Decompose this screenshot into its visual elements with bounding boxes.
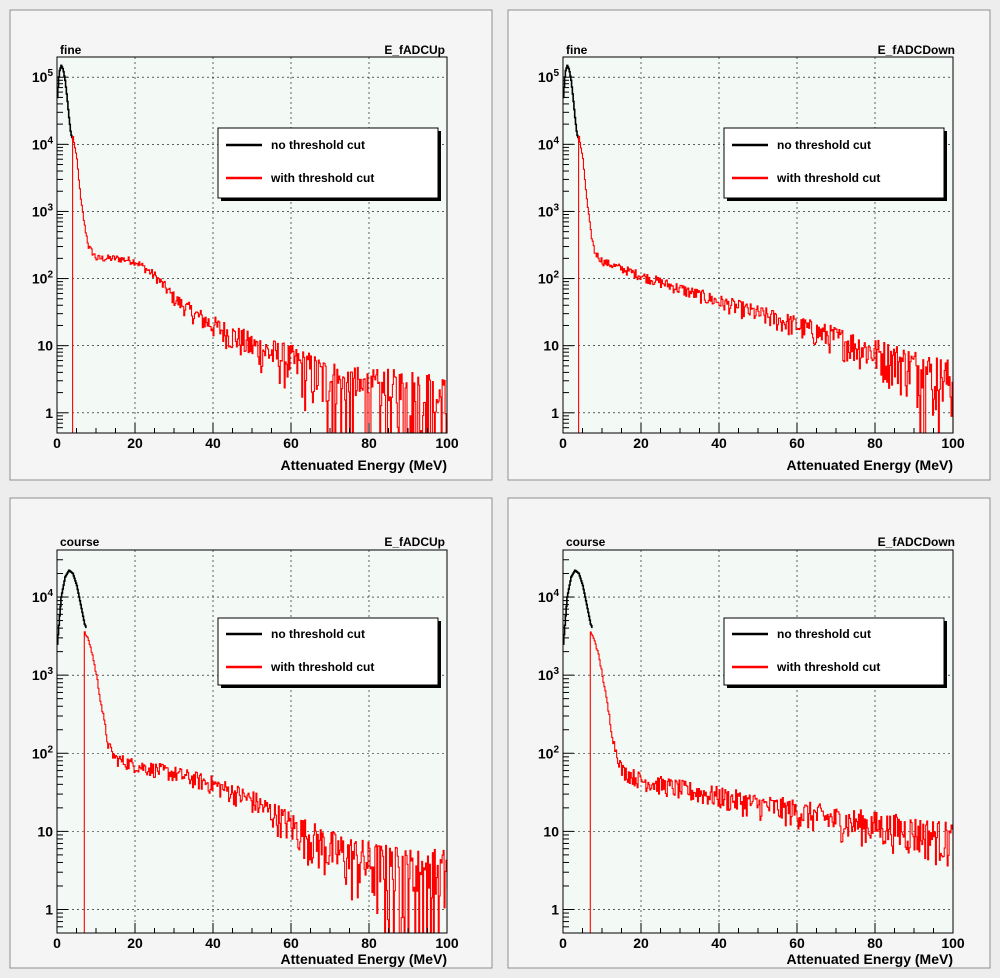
x-tick-label: 0 xyxy=(559,935,567,951)
x-axis-label: Attenuated Energy (MeV) xyxy=(281,951,447,967)
x-tick-label: 40 xyxy=(205,435,221,451)
y-tick-label: 103 xyxy=(32,202,54,219)
y-tick-label: 102 xyxy=(32,270,54,287)
x-tick-label: 20 xyxy=(127,935,143,951)
x-tick-label: 60 xyxy=(283,935,299,951)
y-tick-label: 105 xyxy=(538,68,560,85)
pad-title-right: E_fADCUp xyxy=(384,535,445,549)
y-tick-label: 10 xyxy=(543,338,559,354)
pad-title-right: E_fADCUp xyxy=(384,43,445,57)
legend-label-no-threshold-cut: no threshold cut xyxy=(777,138,871,152)
y-tick-label: 104 xyxy=(538,135,560,152)
pad-1: 0 20 40 60 80 100 1 10 102 103 104 105 fine E_fADCD… xyxy=(507,9,991,481)
axis-ticks: 0 20 40 60 80 100 1 10 102 103 104 xyxy=(32,549,459,951)
legend: no threshold cut with threshold cut xyxy=(217,127,441,201)
series-no-threshold-cut xyxy=(562,64,580,140)
y-tick-label: 1 xyxy=(45,405,53,421)
x-tick-label: 80 xyxy=(867,935,883,951)
pad-title-right: E_fADCDown xyxy=(878,535,955,549)
x-tick-label: 60 xyxy=(789,935,805,951)
axis-ticks: 0 20 40 60 80 100 1 10 102 103 104 105 xyxy=(32,56,459,451)
pad-title-right: E_fADCDown xyxy=(878,43,955,57)
legend-label-no-threshold-cut: no threshold cut xyxy=(777,627,871,641)
series-with-threshold-cut xyxy=(563,631,954,934)
pad-3: 0 20 40 60 80 100 1 10 102 103 104 course E_fADCDo… xyxy=(507,497,991,969)
legend: no threshold cut with threshold cut xyxy=(723,617,947,688)
legend-label-with-threshold-cut: with threshold cut xyxy=(776,171,880,185)
y-tick-label: 1 xyxy=(551,405,559,421)
x-tick-label: 100 xyxy=(941,935,965,951)
legend-label-no-threshold-cut: no threshold cut xyxy=(271,138,365,152)
y-tick-label: 104 xyxy=(538,588,560,605)
x-axis-label: Attenuated Energy (MeV) xyxy=(787,951,953,967)
legend-box xyxy=(723,617,945,686)
x-tick-label: 80 xyxy=(867,435,883,451)
pad-2: 0 20 40 60 80 100 1 10 102 103 104 course E_fADCUp… xyxy=(9,497,493,969)
pad-title-left: fine xyxy=(60,43,82,57)
axis-ticks: 0 20 40 60 80 100 1 10 102 103 104 105 xyxy=(538,56,965,451)
legend-label-no-threshold-cut: no threshold cut xyxy=(271,627,365,641)
x-tick-label: 100 xyxy=(435,435,459,451)
y-tick-label: 102 xyxy=(32,744,54,761)
plot-frame xyxy=(57,550,447,933)
legend-label-with-threshold-cut: with threshold cut xyxy=(270,171,374,185)
x-axis-label: Attenuated Energy (MeV) xyxy=(787,457,953,473)
plot-area xyxy=(56,569,448,934)
x-tick-label: 60 xyxy=(789,435,805,451)
legend: no threshold cut with threshold cut xyxy=(217,617,441,688)
x-tick-label: 100 xyxy=(435,935,459,951)
y-tick-label: 103 xyxy=(538,202,560,219)
x-axis-label: Attenuated Energy (MeV) xyxy=(281,457,447,473)
plot-frame xyxy=(57,57,447,433)
y-tick-label: 10 xyxy=(37,338,53,354)
x-tick-label: 20 xyxy=(127,435,143,451)
series-no-threshold-cut xyxy=(562,569,593,645)
x-tick-label: 0 xyxy=(559,435,567,451)
legend-box xyxy=(217,127,439,199)
series-with-threshold-cut xyxy=(57,135,448,434)
y-tick-label: 103 xyxy=(32,666,54,683)
y-tick-label: 105 xyxy=(32,68,54,85)
pad-title-left: fine xyxy=(566,43,588,57)
x-tick-label: 80 xyxy=(361,935,377,951)
y-tick-label: 104 xyxy=(32,135,54,152)
plot-area xyxy=(562,64,954,434)
x-tick-label: 20 xyxy=(633,435,649,451)
legend: no threshold cut with threshold cut xyxy=(723,127,947,201)
series-no-threshold-cut xyxy=(56,569,87,645)
x-tick-label: 40 xyxy=(205,935,221,951)
x-tick-label: 60 xyxy=(283,435,299,451)
y-tick-label: 102 xyxy=(538,744,560,761)
pad-title-left: course xyxy=(60,535,100,549)
x-tick-label: 80 xyxy=(361,435,377,451)
y-tick-label: 1 xyxy=(551,901,559,917)
x-tick-label: 20 xyxy=(633,935,649,951)
x-tick-label: 0 xyxy=(53,435,61,451)
y-tick-label: 104 xyxy=(32,588,54,605)
legend-label-with-threshold-cut: with threshold cut xyxy=(776,660,880,674)
legend-label-with-threshold-cut: with threshold cut xyxy=(270,660,374,674)
series-no-threshold-cut xyxy=(56,64,74,140)
x-tick-label: 0 xyxy=(53,935,61,951)
plot-frame xyxy=(563,550,953,933)
pad-0: 0 20 40 60 80 100 1 10 102 103 104 105 fine E_fADCU… xyxy=(9,9,493,481)
axis-ticks: 0 20 40 60 80 100 1 10 102 103 104 xyxy=(538,549,965,951)
x-tick-label: 40 xyxy=(711,935,727,951)
grid xyxy=(57,550,447,933)
y-tick-label: 10 xyxy=(37,823,53,839)
pad-title-left: course xyxy=(566,535,606,549)
series-with-threshold-cut xyxy=(563,135,954,434)
y-tick-label: 103 xyxy=(538,666,560,683)
x-tick-label: 100 xyxy=(941,435,965,451)
plot-area xyxy=(562,569,954,934)
x-tick-label: 40 xyxy=(711,435,727,451)
y-tick-label: 1 xyxy=(45,901,53,917)
plot-area xyxy=(56,64,448,434)
series-with-threshold-cut xyxy=(57,631,448,934)
y-tick-label: 102 xyxy=(538,270,560,287)
y-tick-label: 10 xyxy=(543,823,559,839)
legend-box xyxy=(723,127,945,199)
legend-box xyxy=(217,617,439,686)
